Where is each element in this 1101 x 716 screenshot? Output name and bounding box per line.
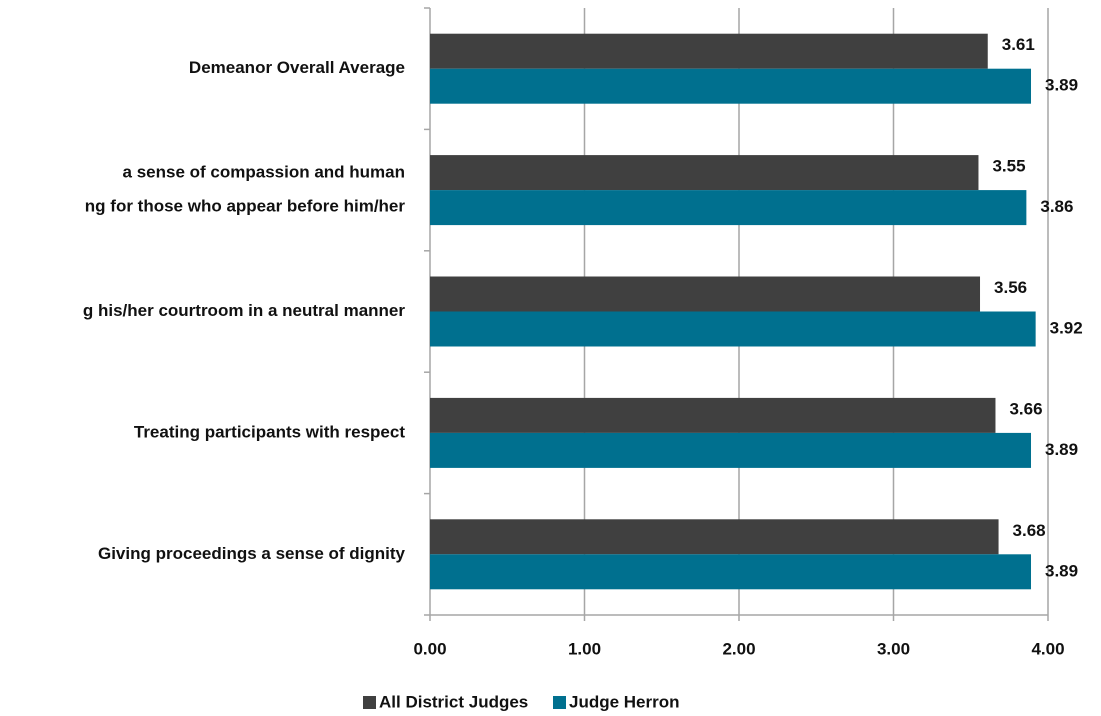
value-label: 3.89 xyxy=(1045,561,1078,580)
value-label: 3.68 xyxy=(1013,521,1046,540)
category-label: ng for those who appear before him/her xyxy=(85,197,406,216)
value-label: 3.66 xyxy=(1009,399,1042,418)
category-label: g his/her courtroom in a neutral manner xyxy=(83,301,405,320)
bar xyxy=(430,554,1032,590)
x-tick-label: 2.00 xyxy=(722,639,755,658)
x-tick-label: 1.00 xyxy=(568,639,601,658)
bar xyxy=(430,68,1032,104)
bar xyxy=(430,33,988,69)
x-tick-label: 4.00 xyxy=(1031,639,1064,658)
category-label: Giving proceedings a sense of dignity xyxy=(98,544,406,563)
bar xyxy=(430,276,981,312)
bar xyxy=(430,397,996,433)
value-label: 3.56 xyxy=(994,278,1027,297)
category-label: Treating participants with respect xyxy=(134,422,405,441)
value-label: 3.61 xyxy=(1002,35,1035,54)
value-label: 3.92 xyxy=(1050,318,1083,337)
value-label: 3.89 xyxy=(1045,440,1078,459)
legend-label: All District Judges xyxy=(379,692,528,711)
value-label: 3.55 xyxy=(992,157,1025,176)
bar xyxy=(430,155,979,191)
category-label: a sense of compassion and human xyxy=(123,163,405,182)
bar xyxy=(430,519,999,555)
bar xyxy=(430,190,1027,226)
x-tick-label: 3.00 xyxy=(877,639,910,658)
legend-swatch xyxy=(553,696,566,709)
x-tick-label: 0.00 xyxy=(413,639,446,658)
category-label: Demeanor Overall Average xyxy=(189,58,405,77)
legend-label: Judge Herron xyxy=(569,692,680,711)
legend-swatch xyxy=(363,696,376,709)
value-label: 3.86 xyxy=(1040,197,1073,216)
bar xyxy=(430,311,1036,347)
bar xyxy=(430,432,1032,468)
value-label: 3.89 xyxy=(1045,76,1078,95)
